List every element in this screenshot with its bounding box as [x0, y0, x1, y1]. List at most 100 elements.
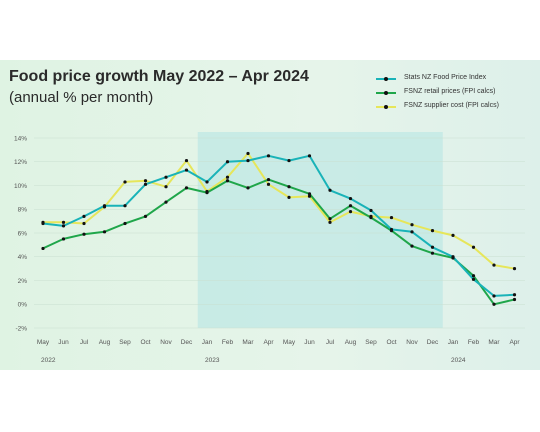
data-point: [82, 221, 86, 226]
legend-label-stats-nz: Stats NZ Food Price Index: [404, 74, 487, 81]
series-line: [42, 154, 515, 297]
x-tick-label: Dec: [427, 339, 439, 346]
legend-marker-icon: [384, 90, 388, 95]
data-point: [61, 237, 66, 241]
data-point: [123, 221, 127, 226]
x-tick-label: Sep: [365, 339, 377, 346]
x-tick-label: Jul: [326, 339, 335, 346]
y-tick-label: 0%: [18, 302, 28, 309]
data-point: [246, 186, 250, 190]
data-point: [328, 217, 332, 221]
y-tick-label: 4%: [18, 254, 28, 261]
data-point: [164, 175, 168, 179]
data-point: [492, 294, 496, 298]
data-point: [307, 154, 312, 158]
data-point: [471, 245, 476, 249]
data-point: [492, 302, 496, 306]
data-point: [164, 185, 168, 189]
x-tick-label: Jan: [448, 339, 459, 346]
data-point: [225, 175, 230, 179]
x-tick-label: Mar: [488, 339, 500, 346]
data-point: [369, 215, 373, 220]
data-point: [225, 179, 230, 183]
data-point: [348, 204, 353, 208]
chart-slide: -2% 0% 2% 4% 6% 8% 10% 12% 14% May Jun Jul Aug Sep Oct…: [0, 60, 540, 370]
y-tick-label: 12%: [14, 159, 27, 166]
x-tick-label: Dec: [181, 339, 193, 346]
series-line: [42, 178, 515, 306]
x-tick-label: Oct: [386, 339, 396, 346]
y-tick-label: 10%: [14, 183, 27, 190]
data-point: [82, 232, 86, 236]
x-tick-label: Jan: [202, 339, 213, 346]
x-tick-label: Aug: [99, 339, 111, 346]
data-point: [164, 200, 168, 204]
data-point: [512, 297, 517, 302]
data-point: [471, 277, 476, 281]
data-point: [328, 188, 332, 192]
data-point: [184, 158, 189, 163]
data-point: [471, 274, 476, 278]
data-point: [143, 182, 148, 186]
data-point: [410, 230, 414, 234]
data-point: [246, 158, 250, 163]
x-tick-label: Jun: [304, 339, 315, 346]
data-point: [102, 204, 107, 208]
y-tick-label: 8%: [18, 207, 28, 214]
data-point: [451, 233, 455, 237]
x-tick-label: Jun: [58, 339, 69, 346]
data-point: [389, 215, 394, 220]
data-point: [307, 194, 312, 198]
x-tick-label: Feb: [468, 339, 480, 346]
x-tick-label: Nov: [160, 339, 172, 346]
data-point: [430, 229, 435, 233]
data-point: [369, 208, 373, 213]
data-point: [348, 196, 353, 201]
legend-label-fsnz-supplier: FSNZ supplier cost (FPI calcs): [404, 102, 499, 109]
y-tick-label: 6%: [18, 230, 28, 237]
year-label: 2022: [41, 357, 56, 364]
chart-title: Food price growth May 2022 – Apr 2024: [9, 68, 309, 85]
data-point: [266, 177, 271, 182]
data-point: [348, 210, 353, 214]
data-point: [41, 246, 45, 251]
x-tick-label: Aug: [345, 339, 357, 346]
data-point: [225, 160, 230, 164]
x-tick-label: May: [37, 339, 50, 346]
data-point: [184, 168, 189, 172]
legend-label-fsnz-retail: FSNZ retail prices (FPI calcs): [404, 88, 496, 95]
x-tick-label: May: [283, 339, 296, 346]
chart-subtitle: (annual % per month): [9, 89, 154, 106]
legend-marker-icon: [384, 76, 388, 81]
data-point: [410, 223, 414, 227]
data-point: [205, 191, 209, 195]
data-point: [266, 154, 271, 158]
x-tick-label: Apr: [263, 339, 274, 346]
x-tick-label: Jul: [80, 339, 89, 346]
data-point: [61, 224, 66, 228]
data-point: [143, 214, 148, 218]
data-point: [389, 227, 394, 232]
y-tick-label: 2%: [18, 278, 28, 285]
year-label: 2024: [451, 357, 466, 364]
y-tick-label: -2%: [15, 325, 27, 332]
data-point: [287, 195, 291, 199]
data-point: [410, 244, 414, 248]
data-point: [287, 185, 291, 189]
x-tick-label: Feb: [222, 339, 234, 346]
data-point: [41, 221, 45, 226]
line-chart: -2% 0% 2% 4% 6% 8% 10% 12% 14% May Jun Jul Aug Sep Oct…: [14, 132, 525, 364]
data-point: [143, 179, 148, 183]
data-point: [492, 263, 496, 267]
data-point: [266, 182, 271, 186]
data-point: [307, 192, 312, 196]
data-point: [246, 151, 250, 156]
data-point: [184, 186, 189, 190]
data-point: [82, 214, 86, 218]
x-tick-label: Sep: [119, 339, 131, 346]
data-point: [512, 293, 517, 297]
data-point: [205, 180, 209, 184]
x-tick-label: Apr: [509, 339, 520, 346]
y-tick-label: 14%: [14, 135, 27, 142]
data-point: [430, 251, 435, 255]
